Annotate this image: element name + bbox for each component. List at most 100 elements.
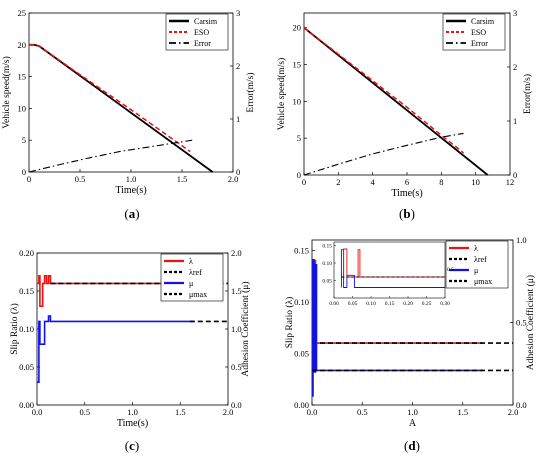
caption-paren-open: ( — [404, 438, 408, 453]
y-axis-label: Slip Ratio (λ) — [284, 297, 295, 349]
y2-axis-label: Adhesion Coefficient (μ) — [240, 281, 251, 376]
legend-label: λref — [474, 255, 487, 264]
legend-label: μ — [474, 266, 478, 275]
y-tick-label: 0 — [297, 170, 301, 180]
legend-label: Error — [194, 39, 211, 48]
x-tick-label: 1.0 — [407, 407, 418, 417]
y2-tick-label: 3 — [513, 8, 517, 18]
inset-y2-tick-label: 0.5 — [447, 267, 454, 273]
x-tick-label: 10 — [471, 177, 480, 187]
x-tick-label: 8 — [439, 177, 443, 187]
y-tick-label: 15 — [18, 72, 27, 82]
y-tick-label: 0.05 — [294, 348, 309, 358]
y-tick-label: 5 — [22, 135, 26, 145]
y-tick-label: 0.00 — [19, 400, 34, 410]
panel-caption: (a) — [124, 206, 139, 221]
x-tick-label: 2.0 — [508, 407, 519, 417]
x-tick-label: 1.5 — [457, 407, 468, 417]
y2-axis-label: Adhesion Coefficient (μ) — [525, 275, 536, 370]
y-axis-label: Vehicle speed(m/s) — [1, 56, 12, 129]
y-tick-label: 0.20 — [19, 248, 34, 258]
x-tick-label: 0.5 — [75, 174, 86, 184]
series-line-1 — [303, 27, 465, 154]
series-line-2 — [312, 258, 483, 397]
x-axis-label: A — [409, 418, 417, 429]
y2-tick-label: 0.5 — [231, 362, 242, 372]
x-axis-label: Time(s) — [117, 418, 148, 429]
x-tick-label: 0 — [302, 177, 306, 187]
inset-x-tick-label: 0.20 — [403, 301, 413, 307]
legend-label: μmax — [189, 290, 207, 299]
series-line-2 — [28, 139, 193, 173]
panel-caption: (b) — [399, 206, 415, 221]
y2-tick-label: 1.5 — [231, 286, 242, 296]
y2-tick-label: 3 — [236, 8, 240, 18]
y2-tick-label: 1 — [236, 114, 240, 124]
inset-series-line-1 — [343, 248, 445, 278]
x-axis-label: Time(s) — [391, 188, 422, 199]
y-tick-label: 20 — [293, 23, 302, 33]
y2-axis-label: Error(m/s) — [245, 72, 256, 112]
inset-x-tick-label: 0.15 — [385, 301, 395, 307]
panel-c: 0.0 0.5 1.0 1.5 2.0 0.00 0.05 0.10 0.15 0.20 0.0 0.… — [9, 248, 251, 453]
y2-tick-label: 0 — [513, 170, 517, 180]
caption-letter: d — [408, 438, 416, 453]
y-tick-label: 0 — [22, 167, 26, 177]
y-tick-label: 0.10 — [19, 324, 34, 334]
legend-label: μmax — [474, 277, 492, 286]
y-tick-label: 0.10 — [294, 297, 309, 307]
y-tick-label: 0.00 — [294, 400, 309, 410]
series-line-0 — [29, 43, 214, 173]
legend-label: λref — [189, 268, 202, 277]
x-tick-label: 0 — [27, 174, 31, 184]
x-tick-label: 0.0 — [307, 407, 318, 417]
y2-tick-label: 2.0 — [231, 248, 242, 258]
y-tick-label: 10 — [293, 96, 302, 106]
x-tick-label: 0.5 — [79, 407, 90, 417]
x-tick-label: 4 — [371, 177, 376, 187]
x-tick-label: 1.5 — [175, 407, 186, 417]
caption-paren-open: ( — [124, 206, 128, 221]
y-tick-label: 10 — [18, 103, 27, 113]
panel-d: 0.0 0.5 1.0 1.5 2.0 0.00 0.05 0.10 0.15 0.0 0.5 1.0… — [284, 235, 536, 453]
panel-caption: (c) — [125, 438, 139, 453]
series-line-2 — [37, 315, 195, 384]
inset-y-tick-label: 0.10 — [322, 261, 332, 267]
y-tick-label: 0.05 — [19, 362, 34, 372]
x-tick-label: 2 — [336, 177, 340, 187]
x-tick-label: 6 — [405, 177, 409, 187]
legend-label: Carsim — [471, 17, 495, 26]
y2-tick-label: 1 — [513, 116, 517, 126]
legend-label: Carsim — [194, 17, 218, 26]
y-axis-label: Vehicle speed(m/s) — [276, 58, 287, 131]
inset-x-tick-label: 0.25 — [422, 301, 432, 307]
series-line-0 — [37, 274, 195, 308]
caption-letter: c — [129, 438, 135, 453]
x-tick-label: 0.5 — [357, 407, 368, 417]
inset-series-line-0 — [340, 249, 445, 288]
y2-tick-label: 0.0 — [231, 400, 242, 410]
caption-paren-close: ) — [411, 206, 415, 221]
y-tick-label: 0.15 — [294, 245, 309, 255]
x-axis-label: Time(s) — [115, 185, 146, 196]
y2-tick-label: 0.5 — [516, 318, 527, 328]
legend-label: λ — [189, 257, 193, 266]
x-tick-label: 0.0 — [32, 407, 43, 417]
inset-y-tick-label: 0.05 — [322, 279, 332, 285]
legend-label: ESO — [194, 28, 209, 37]
y2-tick-label: 2 — [236, 61, 240, 71]
series-line-2 — [303, 132, 464, 176]
x-tick-label: 12 — [506, 177, 515, 187]
inset-plot: 0.00 0.05 0.10 0.15 0.20 0.25 0.30 0.05 0.10 0.15… — [322, 241, 454, 307]
x-tick-label: 1.5 — [177, 174, 188, 184]
y-tick-label: 25 — [18, 8, 27, 18]
y2-tick-label: 1.0 — [231, 324, 242, 334]
legend-label: λ — [474, 244, 478, 253]
panel-a: 0 0.5 1.0 1.5 2.005101520250123Time(s)Vehicl… — [1, 8, 256, 221]
y-tick-label: 5 — [297, 133, 301, 143]
caption-paren-close: ) — [135, 438, 139, 453]
caption-letter: a — [129, 206, 136, 221]
y2-tick-label: 2 — [513, 62, 517, 72]
y2-axis-label: Error(m/s) — [522, 74, 533, 114]
